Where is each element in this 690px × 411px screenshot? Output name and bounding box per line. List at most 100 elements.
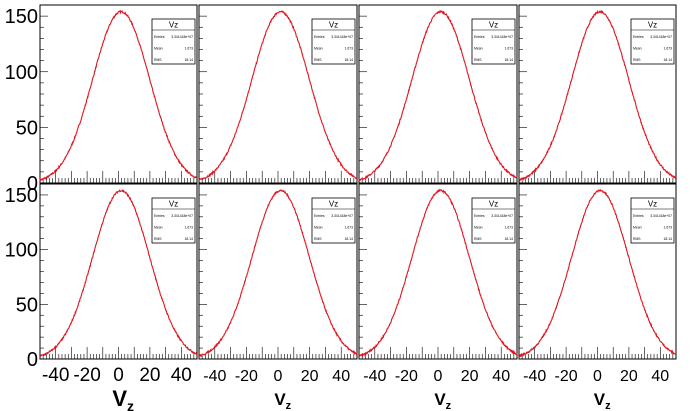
stats-label: Entries <box>474 214 485 218</box>
stats-value: 3.341418e+07 <box>331 35 353 39</box>
x-axis-title: Vz <box>274 390 291 411</box>
stats-value: 18.14 <box>345 237 354 241</box>
stats-label: Mean <box>633 226 642 230</box>
x-tick-label: 20 <box>301 368 319 385</box>
y-tick-label: 150 <box>5 6 38 28</box>
histogram-panel: Vz Entries 3.341418e+07 Mean 1.673 RMS 18.14 <box>198 4 358 184</box>
stats-box: Vz Entries 3.341418e+07 Mean 1.673 RMS 18.14 <box>471 197 516 244</box>
stats-box-frame <box>311 197 356 244</box>
stats-box-title: Vz <box>648 21 657 30</box>
histogram-panel: Vz Entries 3.341418e+07 Mean 1.673 RMS 18.14 <box>518 4 677 184</box>
stats-box-frame <box>151 18 196 65</box>
stats-box: Vz Entries 3.341418e+07 Mean 1.673 RMS 18.14 <box>151 18 196 65</box>
stats-value: 1.673 <box>664 226 673 230</box>
stats-box-frame <box>311 18 356 65</box>
x-tick-label: -40 <box>523 368 546 385</box>
stats-label: Mean <box>633 47 642 51</box>
stats-label: Mean <box>154 226 163 230</box>
stats-label: Entries <box>474 35 485 39</box>
stats-label: Mean <box>314 226 323 230</box>
series-line-vz <box>358 188 518 358</box>
x-tick-label: 20 <box>620 368 638 385</box>
x-tick-label: -20 <box>73 365 100 386</box>
stats-label: Mean <box>314 47 323 51</box>
stats-box: Vz Entries 3.341418e+07 Mean 1.673 RMS 18.14 <box>471 18 516 65</box>
stats-box-frame <box>630 18 675 65</box>
stats-label: Entries <box>314 35 325 39</box>
stats-label: Mean <box>474 47 483 51</box>
y-tick-label: 100 <box>5 240 38 262</box>
stats-value: 18.14 <box>185 237 194 241</box>
x-tick-label: 0 <box>434 368 443 385</box>
stats-value: 1.673 <box>505 226 514 230</box>
y-tick-label: 150 <box>5 185 38 207</box>
x-tick-label: 0 <box>113 365 124 386</box>
stats-box: Vz Entries 3.341418e+07 Mean 1.673 RMS 18.14 <box>311 18 356 65</box>
stats-box-title: Vz <box>329 21 338 30</box>
stats-value: 3.341418e+07 <box>491 35 513 39</box>
stats-box: Vz Entries 3.341418e+07 Mean 1.673 RMS 18.14 <box>151 197 196 244</box>
x-tick-label: -20 <box>235 368 258 385</box>
x-tick-label: 40 <box>171 365 192 386</box>
x-axis-title: Vz <box>112 386 134 411</box>
stats-box: Vz Entries 3.341418e+07 Mean 1.673 RMS 18.14 <box>311 197 356 244</box>
histogram-panel: Vz Entries 3.341418e+07 Mean 1.673 RMS 18.14 <box>198 183 358 360</box>
y-tick-label: 100 <box>5 62 38 84</box>
stats-box-title: Vz <box>489 21 498 30</box>
stats-value: 3.341418e+07 <box>650 35 672 39</box>
stats-box: Vz Entries 3.341418e+07 Mean 1.673 RMS 18.14 <box>630 197 675 244</box>
series-line-vz <box>358 9 518 182</box>
series-line-vz <box>198 189 358 358</box>
stats-box: Vz Entries 3.341418e+07 Mean 1.673 RMS 18.14 <box>630 18 675 65</box>
stats-value: 1.673 <box>345 226 354 230</box>
x-tick-label: 40 <box>332 368 350 385</box>
x-tick-label: -20 <box>395 368 418 385</box>
stats-box-frame <box>630 197 675 244</box>
x-tick-label: 40 <box>651 368 669 385</box>
stats-label: Mean <box>154 47 163 51</box>
stats-value: 18.14 <box>185 58 194 62</box>
stats-box-frame <box>471 197 516 244</box>
stats-value: 1.673 <box>345 47 354 51</box>
stats-value: 18.14 <box>505 237 514 241</box>
stats-value: 18.14 <box>664 237 673 241</box>
stats-label: RMS <box>314 58 322 62</box>
histogram-panel: Vz Entries 3.341418e+07 Mean 1.673 RMS 18.14 <box>39 183 198 360</box>
y-tick-label: 50 <box>16 117 38 139</box>
x-axis-title: Vz <box>434 390 451 411</box>
x-axis-title: Vz <box>594 390 611 411</box>
stats-label: Entries <box>633 35 644 39</box>
stats-label: Entries <box>154 35 165 39</box>
stats-value: 3.341418e+07 <box>171 214 193 218</box>
x-tick-label: -40 <box>203 368 226 385</box>
stats-label: RMS <box>633 58 641 62</box>
stats-value: 3.341418e+07 <box>650 214 672 218</box>
stats-value: 1.673 <box>664 47 673 51</box>
stats-box-frame <box>471 18 516 65</box>
stats-label: Entries <box>314 214 325 218</box>
series-line-vz <box>518 9 677 182</box>
stats-value: 1.673 <box>185 47 194 51</box>
stats-label: RMS <box>154 237 162 241</box>
x-tick-label: 20 <box>139 365 160 386</box>
stats-label: Mean <box>474 226 483 230</box>
x-tick-label: 0 <box>274 368 283 385</box>
x-tick-label: -40 <box>363 368 386 385</box>
stats-label: RMS <box>633 237 641 241</box>
stats-value: 3.341418e+07 <box>171 35 193 39</box>
stats-label: Entries <box>633 214 644 218</box>
stats-box-frame <box>151 197 196 244</box>
histogram-panel: Vz Entries 3.341418e+07 Mean 1.673 RMS 18.14 <box>358 4 518 184</box>
histogram-panel: Vz Entries 3.341418e+07 Mean 1.673 RMS 18.14 <box>518 183 677 360</box>
x-tick-label: 20 <box>461 368 479 385</box>
stats-value: 18.14 <box>664 58 673 62</box>
stats-value: 3.341418e+07 <box>491 214 513 218</box>
histogram-panel: Vz Entries 3.341418e+07 Mean 1.673 RMS 18.14 <box>39 4 198 184</box>
stats-value: 18.14 <box>345 58 354 62</box>
stats-box-title: Vz <box>329 200 338 209</box>
x-tick-label: 40 <box>492 368 510 385</box>
y-tick-label: 0 <box>27 173 38 195</box>
series-line-vz <box>198 10 358 181</box>
stats-box-title: Vz <box>489 200 498 209</box>
